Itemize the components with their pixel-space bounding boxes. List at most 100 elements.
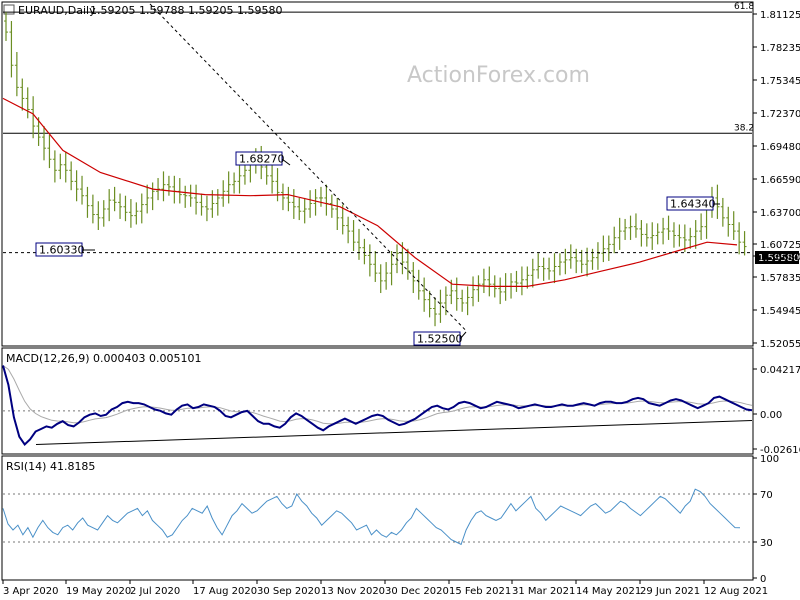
price-bar (42, 126, 47, 161)
x-tick-label: 2 Jul 2020 (130, 586, 180, 597)
price-bar (682, 224, 687, 253)
price-bar (340, 204, 345, 235)
price-bar (389, 251, 394, 286)
price-bar (563, 248, 568, 275)
price-bar (367, 244, 372, 277)
price-bar (112, 186, 117, 212)
price-bar (356, 228, 361, 260)
price-bar (568, 244, 573, 269)
price-bar (270, 164, 275, 194)
price-bar (31, 96, 36, 139)
x-tick: 2 Jul 2020 (129, 580, 180, 597)
price-bar (123, 195, 128, 222)
price-bar (460, 289, 465, 312)
price-bar (715, 184, 720, 219)
price-y-tick: 1.58680 (753, 252, 800, 263)
macd-signal-line (2, 365, 753, 425)
price-bar (720, 197, 725, 227)
price-bar (128, 199, 133, 228)
x-tick-label: 12 Aug 2021 (704, 586, 768, 597)
price-bar (644, 223, 649, 247)
rsi-y-tick-label: 70 (760, 490, 773, 501)
price-y-tick-label: 1.57835 (760, 273, 800, 284)
price-bar (80, 175, 85, 205)
price-bar (14, 51, 19, 97)
x-tick-label: 17 Aug 2020 (193, 586, 257, 597)
price-bar (85, 186, 90, 218)
x-tick: 31 Mar 2021 (511, 580, 575, 597)
price-bar (161, 171, 166, 202)
price-callouts: 1.68270 1.60330 1.52500 1.64340 (35, 151, 720, 346)
price-bar (221, 180, 226, 207)
current-price-tag: 1.59580 (755, 251, 799, 264)
price-bar (557, 253, 562, 276)
price-bar (661, 217, 666, 245)
rsi-y-tick: 0 (753, 574, 766, 585)
x-tick: 30 Sep 2020 (256, 580, 320, 597)
price-bar (547, 257, 552, 280)
macd-y-axis: 0.042176 0.00 -0.026164 (753, 365, 800, 456)
rsi-y-tick-label: 30 (760, 538, 773, 549)
rsi-panel-frame (1, 455, 754, 581)
price-bar (552, 253, 557, 284)
price-y-tick-label: 1.66590 (760, 175, 800, 186)
macd-y-tick-label: -0.026164 (760, 445, 800, 456)
price-bar (737, 222, 742, 255)
price-bar (96, 201, 101, 231)
price-callout: 1.52500 (413, 331, 467, 346)
price-bar (297, 197, 302, 221)
moving-average-line (2, 97, 738, 287)
price-bar (742, 231, 747, 256)
price-bar (536, 253, 541, 279)
price-bar (465, 286, 470, 316)
price-bar (373, 251, 378, 282)
price-bar (623, 218, 628, 240)
price-bar (346, 216, 351, 244)
price-bar (726, 206, 731, 237)
price-callout-label: 1.64340 (670, 198, 716, 211)
price-bar (574, 248, 579, 274)
price-bar (541, 257, 546, 281)
price-bar (4, 12, 8, 41)
x-tick-label: 3 Apr 2020 (3, 586, 58, 597)
price-bar (318, 186, 323, 207)
price-bar (63, 151, 68, 183)
price-bar (302, 197, 307, 224)
price-bar (438, 289, 443, 323)
price-callout: 1.64340 (666, 196, 720, 211)
x-tick: 30 Dec 2020 (384, 580, 449, 597)
x-tick-label: 30 Sep 2020 (257, 586, 320, 597)
price-callout-label: 1.60330 (39, 244, 85, 257)
price-bar (280, 183, 285, 211)
price-bar (291, 189, 296, 219)
price-bar (606, 235, 611, 261)
fibonacci-lines: 61.8 38.2 (3, 2, 754, 134)
downtrend-dashed-line (149, 3, 467, 331)
price-bar (313, 189, 318, 216)
current-price-value: 1.59580 (758, 253, 799, 264)
macd-y-tick-label: 0.00 (760, 410, 782, 421)
price-y-tick: 1.81125 (753, 10, 800, 21)
macd-y-tick-label: 0.042176 (760, 365, 800, 376)
price-bar (25, 87, 30, 119)
price-bar (411, 262, 416, 294)
price-bar (476, 275, 481, 302)
price-bar (226, 171, 231, 204)
price-bar (204, 195, 209, 222)
x-tick: 15 Feb 2021 (448, 580, 511, 597)
macd-y-tick: 0.00 (753, 410, 782, 421)
rsi-title: RSI(14) 41.8185 (6, 460, 95, 473)
price-bar (639, 220, 644, 247)
price-bar (487, 266, 492, 297)
x-tick: 14 May 2021 (575, 580, 641, 597)
price-bar (433, 297, 438, 327)
price-bar (199, 193, 204, 216)
price-bar (595, 242, 600, 270)
price-y-tick-label: 1.52055 (760, 339, 800, 350)
price-bar (58, 153, 63, 180)
price-header: EURAUD,Daily 1.59205 1.59788 1.59205 1.5… (3, 4, 282, 17)
price-y-tick-label: 1.58680 (760, 252, 800, 263)
